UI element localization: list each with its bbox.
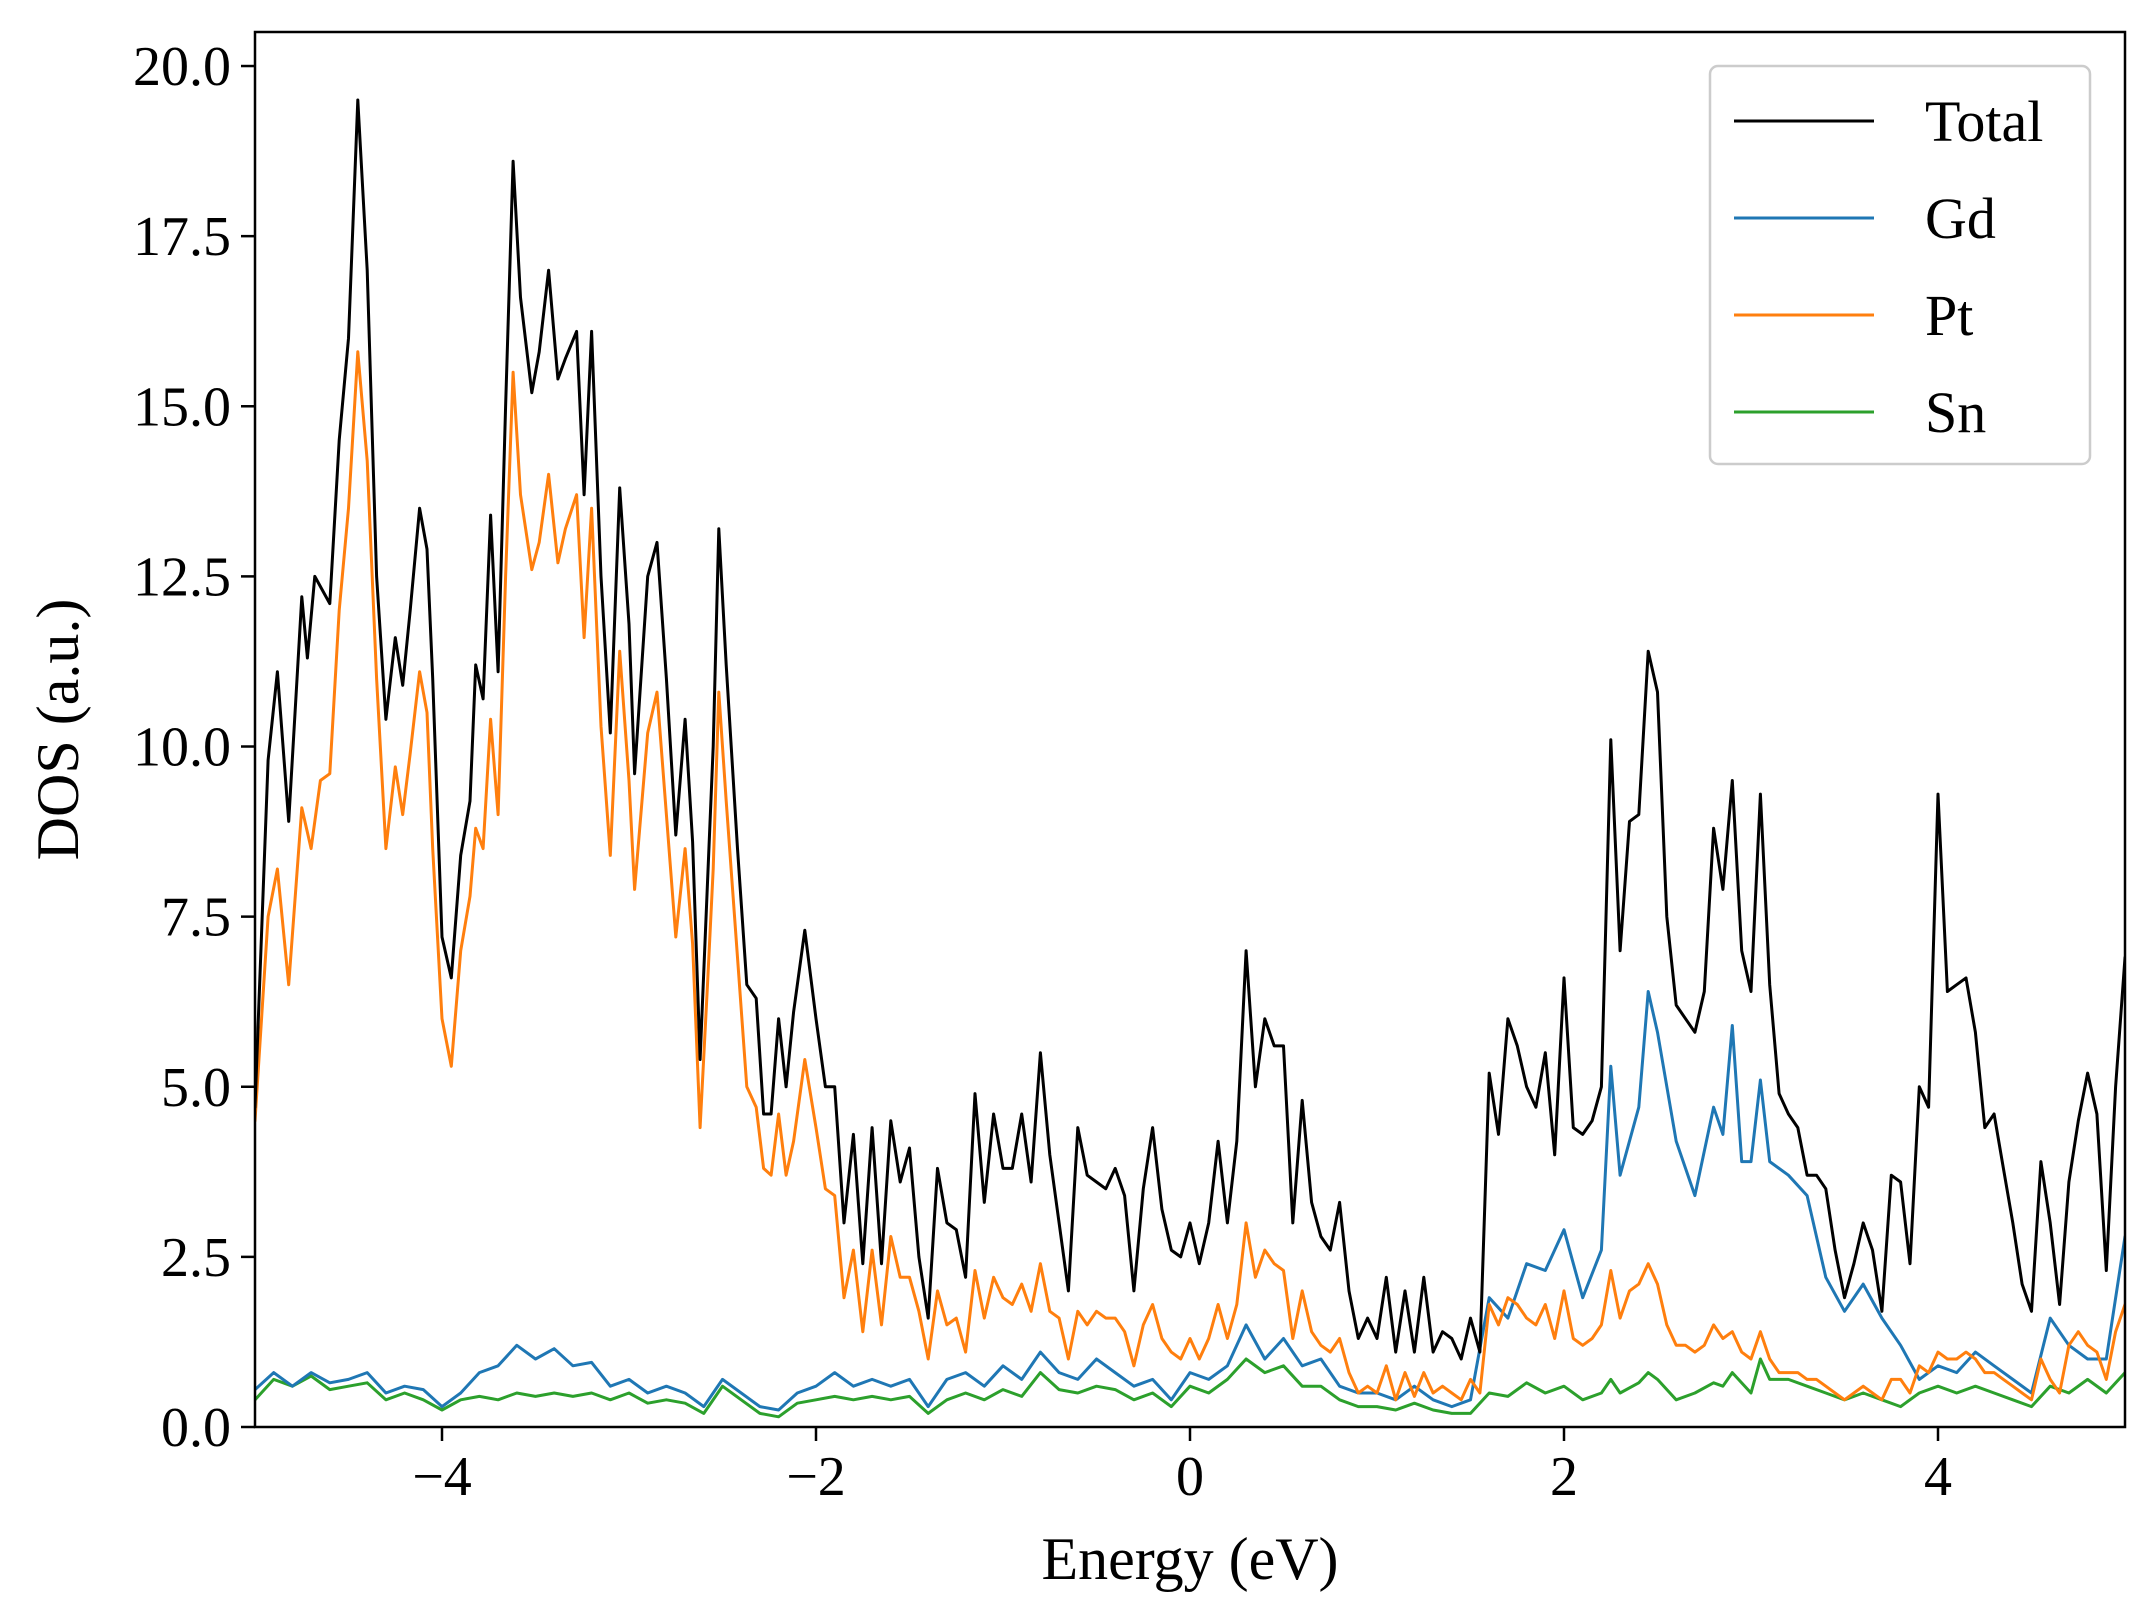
series-line-sn [255, 1357, 2125, 1419]
series-line-gd [255, 990, 2125, 1412]
x-axis-label: Energy (eV) [1041, 1526, 1338, 1592]
x-tick-label: −2 [786, 1446, 846, 1508]
y-tick-label: 15.0 [133, 376, 231, 438]
y-tick-label: 10.0 [133, 717, 231, 779]
legend-label-total: Total [1925, 89, 2043, 154]
y-tick-label: 12.5 [133, 546, 231, 608]
y-tick-label: 0.0 [161, 1397, 231, 1459]
y-tick-label: 20.0 [133, 36, 231, 98]
y-tick-label: 5.0 [161, 1057, 231, 1119]
series-layer [255, 98, 2125, 1419]
legend-label-pt: Pt [1925, 283, 1973, 348]
y-tick-label: 7.5 [161, 887, 231, 949]
legend-label-gd: Gd [1925, 186, 1996, 251]
x-tick-label: −4 [412, 1446, 472, 1508]
legend-box [1708, 64, 2092, 466]
y-tick-label: 2.5 [161, 1227, 231, 1289]
x-tick-label: 4 [1924, 1446, 1952, 1508]
series-line-pt [255, 350, 2125, 1402]
y-tick-label: 17.5 [133, 206, 231, 268]
tick-layer: −4 −2 0 2 4 0.0 2.5 5.0 7.5 10.0 12.5 15.0 17.5 20.0 [133, 36, 1952, 1508]
series-line-total [255, 98, 2125, 1361]
y-axis-label: DOS (a.u.) [25, 599, 91, 861]
legend-label-sn: Sn [1925, 380, 1986, 445]
x-tick-label: 0 [1176, 1446, 1204, 1508]
legend: Total Gd Pt Sn [1708, 64, 2092, 466]
x-tick-label: 2 [1550, 1446, 1578, 1508]
